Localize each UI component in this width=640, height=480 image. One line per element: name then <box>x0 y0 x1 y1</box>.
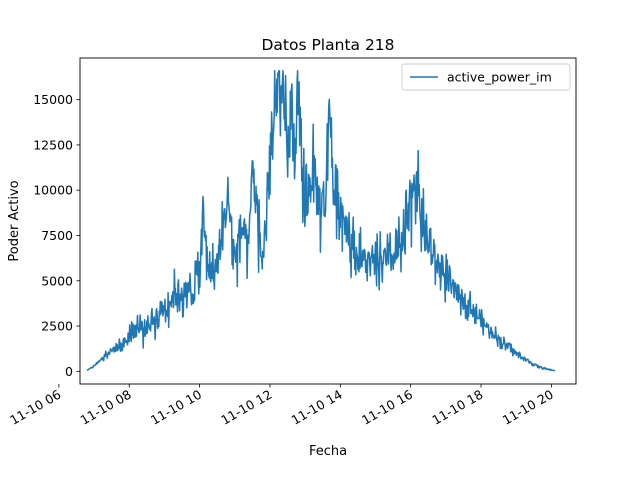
x-tick-label: 11-10 06 <box>7 387 63 428</box>
x-tick-label: 11-10 10 <box>148 387 204 428</box>
y-tick-label: 10000 <box>33 183 73 198</box>
legend: active_power_im <box>402 64 570 90</box>
y-tick-label: 15000 <box>33 92 73 107</box>
x-axis-label: Fecha <box>309 444 347 459</box>
y-tick-label: 5000 <box>41 273 73 288</box>
x-tick-label: 11-10 20 <box>500 387 556 428</box>
x-tick-label: 11-10 18 <box>429 387 485 428</box>
x-tick-label: 11-10 16 <box>359 387 415 428</box>
series-group <box>87 71 555 371</box>
legend-label: active_power_im <box>447 70 552 85</box>
chart-title: Datos Planta 218 <box>261 36 394 54</box>
plot-area <box>80 58 576 384</box>
y-axis: 0 2500 5000 7500 10000 12500 15000 <box>33 92 80 379</box>
y-tick-label: 2500 <box>41 319 73 334</box>
series-line-active_power_im <box>87 71 555 371</box>
x-tick-label: 11-10 14 <box>289 387 345 428</box>
y-axis-label: Poder Activo <box>7 180 22 261</box>
x-tick-label: 11-10 12 <box>218 387 274 428</box>
y-tick-label: 12500 <box>33 137 73 152</box>
y-tick-label: 0 <box>65 364 73 379</box>
x-axis: 11-10 06 11-10 08 11-10 10 11-10 12 11-10 14… <box>7 384 556 428</box>
y-tick-label: 7500 <box>41 228 73 243</box>
x-tick-label: 11-10 08 <box>78 387 134 428</box>
